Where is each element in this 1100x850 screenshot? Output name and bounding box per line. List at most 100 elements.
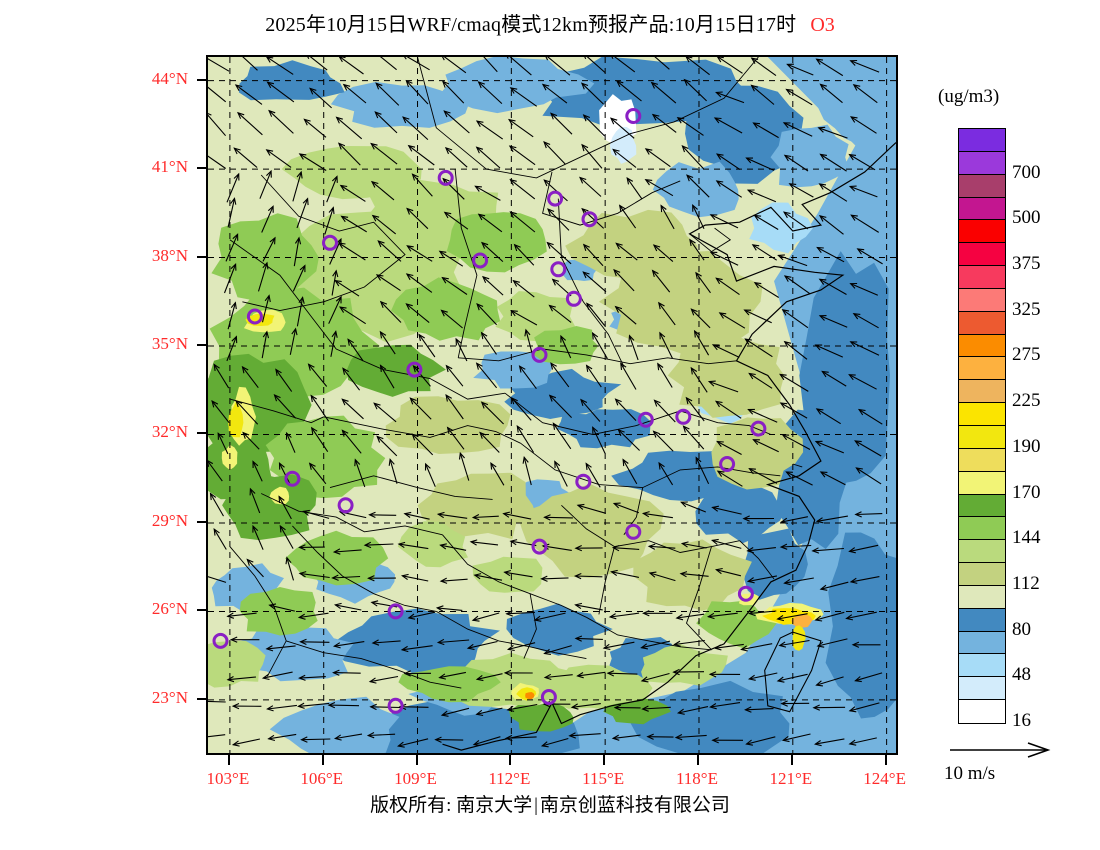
station-marker-21[interactable] [387,603,404,620]
footer-owner: 版权所有: 南京大学 [370,795,533,816]
footer-separator: | [534,795,538,816]
lon-tick [884,755,887,765]
lon-tick [603,755,606,765]
map-field-svg [208,57,896,753]
colorbar-band-0 [959,129,1005,152]
colorbar-band-13 [959,425,1005,449]
lon-label-118: 118°E [675,769,718,788]
station-marker-10[interactable] [406,361,423,378]
lat-tick [197,78,206,81]
colorbar-band-23 [959,654,1005,678]
lon-label-109: 109°E [394,769,437,788]
lat-tick [197,520,206,523]
colorbar-band-16 [959,494,1005,518]
station-marker-5[interactable] [472,252,489,269]
colorbar-label-700: 700 [1012,161,1041,183]
station-marker-14[interactable] [719,456,736,472]
colorbar-label-190: 190 [1012,435,1041,457]
colorbar-band-4 [959,220,1005,244]
colorbar-band-8 [959,311,1005,335]
colorbar-band-3 [959,197,1005,221]
lon-tick [696,755,699,765]
colorbar-label-225: 225 [1012,390,1041,412]
lat-label-23: 23°N [151,687,188,707]
lat-tick [197,344,206,347]
wind-scale-arrow-icon [950,742,1051,758]
colorbar-band-1 [959,151,1005,175]
colorbar-band-22 [959,631,1005,655]
station-marker-17[interactable] [337,497,354,514]
lat-tick [197,432,206,435]
station-marker-9[interactable] [531,346,548,363]
colorbar-label-80: 80 [1012,618,1031,640]
colorbar-label-48: 48 [1012,664,1031,686]
lat-tick [197,167,206,170]
colorbar-band-9 [959,334,1005,358]
colorbar-band-19 [959,563,1005,586]
lon-tick [227,755,230,765]
station-marker-6[interactable] [550,261,567,278]
station-marker-1[interactable] [437,169,454,186]
station-marker-3[interactable] [581,211,598,228]
colorbar-band-21 [959,608,1005,632]
station-marker-0[interactable] [625,108,642,124]
colorbar-band-17 [959,517,1005,541]
station-marker-16[interactable] [575,473,592,490]
lat-label-38: 38°N [151,245,188,265]
station-marker-7[interactable] [565,290,582,307]
lon-label-106: 106°E [300,769,344,788]
lat-label-26: 26°N [151,599,188,619]
station-marker-2[interactable] [547,190,564,207]
colorbar-band-18 [959,540,1005,564]
colorbar-label-112: 112 [1012,572,1040,594]
colorbar-band-5 [959,243,1005,267]
lon-tick [415,755,418,765]
wind-scale-label: 10 m/s [944,763,996,784]
lon-label-112: 112°E [488,769,531,788]
station-marker-15[interactable] [284,470,301,487]
lat-tick [197,609,206,612]
station-marker-13[interactable] [750,420,767,437]
colorbar-label-170: 170 [1012,481,1041,503]
colorbar-band-6 [959,266,1005,289]
station-marker-23[interactable] [540,689,557,705]
station-marker-20[interactable] [737,585,754,602]
lat-label-35: 35°N [151,334,188,354]
station-marker-11[interactable] [637,411,654,428]
lon-label-121: 121°E [769,769,813,788]
colorbar-label-275: 275 [1012,344,1041,366]
colorbar-label-325: 325 [1012,298,1041,320]
lon-label-115: 115°E [582,769,625,788]
lon-label-124: 124°E [863,769,906,788]
station-marker-24[interactable] [387,697,404,714]
colorbar-band-11 [959,380,1005,404]
station-marker-19[interactable] [531,538,548,555]
station-marker-12[interactable] [675,408,692,425]
map-canvas [208,57,896,753]
colorbar-band-24 [959,677,1005,701]
colorbar-band-12 [959,403,1005,426]
title-main-text: 2025年10月15日WRF/cmaq模式12km预报产品:10月15日17时 [265,14,797,36]
colorbar-label-144: 144 [1012,527,1041,549]
lat-label-44: 44°N [151,68,188,88]
colorbar-band-10 [959,357,1005,381]
colorbar-label-500: 500 [1012,207,1041,229]
station-marker-22[interactable] [212,632,229,649]
station-marker-18[interactable] [625,523,642,540]
lat-tick [197,255,206,258]
lon-label-103: 103°E [206,769,250,788]
lat-tick [197,697,206,700]
colorbar[interactable] [958,128,1006,724]
station-marker-4[interactable] [322,234,338,251]
footer-company: 南京创蓝科技有限公司 [539,795,730,816]
title-species-label: O3 [810,14,835,36]
lon-tick [321,755,324,765]
map-plot-area[interactable] [206,55,898,755]
lat-label-41: 41°N [151,157,188,177]
lon-tick [790,755,793,765]
colorbar-band-15 [959,471,1005,495]
colorbar-band-2 [959,174,1005,198]
station-marker-8[interactable] [246,308,263,325]
colorbar-band-25 [959,700,1005,723]
